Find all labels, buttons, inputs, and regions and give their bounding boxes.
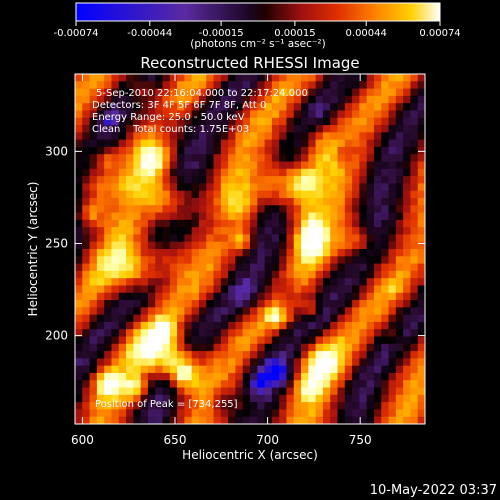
info-block: 5-Sep-2010 22:16:04.000 to 22:17:24.000 … <box>92 88 308 135</box>
y-tick-label: 250 <box>45 236 68 250</box>
info-clean-counts: Clean Total counts: 1.75E+03 <box>92 124 249 135</box>
y-tick-label: 300 <box>45 144 68 158</box>
x-axis-label: Heliocentric X (arcsec) <box>182 448 318 462</box>
x-tick-label: 650 <box>164 433 187 447</box>
colorbar-tick-label: -0.00044 <box>127 28 172 39</box>
chart-title: Reconstructed RHESSI Image <box>140 54 359 72</box>
colorbar-tick-label: -0.00015 <box>199 28 244 39</box>
info-time-range: 5-Sep-2010 22:16:04.000 to 22:17:24.000 <box>96 88 308 99</box>
peak-position-label: Position of Peak = [734,255] <box>95 399 238 410</box>
plot-area <box>75 74 425 424</box>
y-axis-label: Heliocentric Y (arcsec) <box>26 182 40 317</box>
x-axis-ticks: 600 650 700 750 <box>71 74 372 447</box>
x-tick-label: 600 <box>71 433 94 447</box>
colorbar-units: (photons cm⁻² s⁻¹ asec⁻²) <box>190 38 325 50</box>
info-detectors: Detectors: 3F 4F 5F 6F 7F 8F, Att 0 <box>92 100 266 111</box>
timestamp: 10-May-2022 03:37 <box>370 483 497 498</box>
colorbar-gradient <box>75 2 441 22</box>
x-tick-label: 700 <box>256 433 279 447</box>
colorbar: -0.00074 -0.00044 -0.00015 0.00015 0.00044 0.… <box>54 2 461 50</box>
y-axis-ticks: 200 250 300 <box>45 144 425 343</box>
colorbar-tick-label: 0.00074 <box>419 28 460 39</box>
plot-frame <box>74 73 426 425</box>
colorbar-tick-label: 0.00044 <box>346 28 387 39</box>
colorbar-tick-label: -0.00074 <box>54 28 99 39</box>
info-energy-range: Energy Range: 25.0 - 50.0 keV <box>92 112 245 123</box>
y-tick-label: 200 <box>45 329 68 343</box>
colorbar-tick-label: 0.00015 <box>274 28 315 39</box>
x-tick-label: 750 <box>349 433 372 447</box>
heatmap-image <box>75 74 425 424</box>
colorbar-ticks: -0.00074 -0.00044 -0.00015 0.00015 0.00044 0.… <box>54 21 461 39</box>
